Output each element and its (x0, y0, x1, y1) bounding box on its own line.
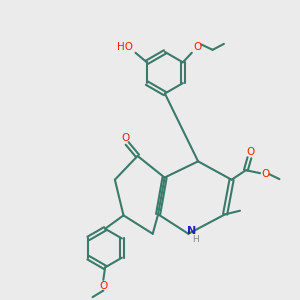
Text: HO: HO (117, 43, 133, 52)
Text: H: H (192, 235, 199, 244)
Text: O: O (99, 281, 107, 291)
Text: O: O (261, 169, 270, 179)
Text: O: O (122, 133, 130, 143)
Text: O: O (246, 147, 254, 158)
Text: N: N (187, 226, 196, 236)
Text: O: O (193, 42, 201, 52)
